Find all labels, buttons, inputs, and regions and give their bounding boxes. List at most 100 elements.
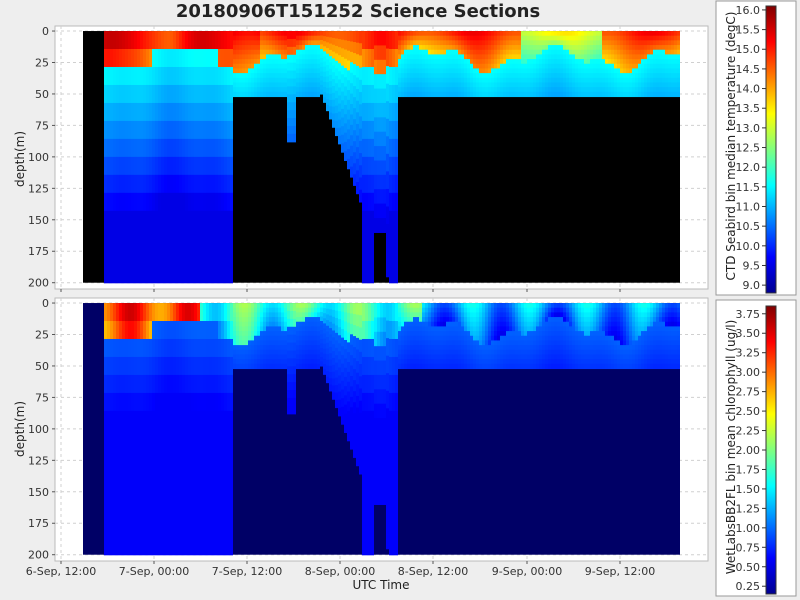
heatmap-cell: [314, 31, 317, 37]
heatmap-cell: [428, 331, 431, 337]
heatmap-cell: [500, 73, 503, 79]
heatmap-cell: [113, 102, 116, 122]
heatmap-cell: [485, 345, 488, 351]
heatmap-cell: [323, 71, 326, 78]
heatmap-cell: [134, 321, 137, 340]
heatmap-cell: [230, 536, 233, 556]
heatmap-cell: [629, 87, 632, 93]
heatmap-cell: [461, 312, 464, 318]
heatmap-cell: [497, 349, 500, 356]
heatmap-cell: [479, 363, 482, 370]
heatmap-cell: [329, 334, 332, 342]
heatmap-cell: [323, 313, 326, 319]
heatmap-cell: [626, 35, 629, 41]
heatmap-cell: [227, 392, 230, 412]
heatmap-cell: [215, 264, 218, 284]
heatmap-cell: [302, 331, 305, 337]
heatmap-cell: [230, 66, 233, 86]
heatmap-cell: [428, 40, 431, 46]
heatmap-cell: [317, 91, 320, 98]
heatmap-cell: [329, 43, 332, 51]
heatmap-cell: [605, 68, 608, 74]
heatmap-cell: [434, 82, 437, 88]
heatmap-cell: [134, 120, 137, 140]
heatmap-cell: [263, 68, 266, 74]
heatmap-cell: [170, 84, 173, 104]
heatmap-cell: [557, 91, 560, 98]
heatmap-cell: [485, 326, 488, 332]
heatmap-cell: [287, 342, 290, 352]
heatmap-cell: [392, 536, 395, 556]
heatmap-cell: [299, 331, 302, 337]
heatmap-cell: [653, 31, 656, 37]
heatmap-cell: [446, 363, 449, 370]
heatmap-cell: [467, 91, 470, 98]
heatmap-cell: [545, 54, 548, 60]
heatmap-cell: [107, 49, 110, 68]
heatmap-cell: [341, 311, 344, 321]
heatmap-cell: [275, 363, 278, 370]
heatmap-cell: [164, 102, 167, 122]
heatmap-cell: [401, 40, 404, 46]
heatmap-cell: [374, 374, 377, 390]
heatmap-cell: [344, 358, 347, 369]
heatmap-cell: [122, 84, 125, 104]
heatmap-cell: [164, 518, 167, 538]
heatmap-cell: [185, 392, 188, 412]
heatmap-cell: [368, 536, 371, 556]
heatmap-cell: [296, 331, 299, 337]
heatmap-cell: [455, 63, 458, 70]
heatmap-cell: [302, 87, 305, 93]
heatmap-cell: [428, 49, 431, 56]
heatmap-cell: [143, 49, 146, 68]
heatmap-cell: [248, 359, 251, 365]
missing-cell: [668, 31, 671, 283]
heatmap-cell: [158, 464, 161, 484]
missing-cell: [647, 31, 650, 283]
heatmap-cell: [245, 354, 248, 360]
heatmap-cell: [221, 246, 224, 266]
heatmap-cell: [506, 321, 509, 328]
heatmap-cell: [416, 359, 419, 365]
heatmap-cell: [233, 335, 236, 342]
heatmap-cell: [410, 312, 413, 318]
heatmap-cell: [350, 313, 353, 325]
heatmap-cell: [464, 312, 467, 318]
heatmap-cell: [218, 102, 221, 122]
heatmap-cell: [326, 65, 329, 72]
heatmap-cell: [116, 210, 119, 230]
heatmap-cell: [608, 59, 611, 65]
heatmap-cell: [314, 91, 317, 98]
heatmap-cell: [611, 59, 614, 65]
heatmap-cell: [425, 321, 428, 328]
heatmap-cell: [668, 91, 671, 98]
heatmap-cell: [392, 518, 395, 538]
heatmap-cell: [341, 303, 344, 313]
heatmap-cell: [368, 356, 371, 376]
heatmap-cell: [659, 35, 662, 41]
missing-cell: [428, 31, 431, 283]
missing-cell: [566, 31, 569, 283]
heatmap-cell: [239, 77, 242, 84]
heatmap-cell: [137, 536, 140, 556]
heatmap-cell: [497, 31, 500, 37]
heatmap-cell: [362, 210, 365, 230]
heatmap-cell: [380, 317, 383, 333]
heatmap-cell: [359, 104, 362, 118]
heatmap-cell: [173, 446, 176, 466]
heatmap-cell: [224, 174, 227, 194]
heatmap-cell: [365, 464, 368, 484]
heatmap-cell: [539, 68, 542, 74]
heatmap-cell: [407, 77, 410, 84]
heatmap-cell: [251, 87, 254, 93]
heatmap-cell: [170, 536, 173, 556]
heatmap-cell: [194, 392, 197, 412]
heatmap-cell: [212, 392, 215, 412]
heatmap-cell: [521, 35, 524, 41]
heatmap-cell: [275, 40, 278, 46]
heatmap-cell: [599, 77, 602, 84]
heatmap-cell: [113, 446, 116, 466]
heatmap-cell: [332, 37, 335, 46]
heatmap-cell: [326, 70, 329, 78]
heatmap-cell: [491, 331, 494, 337]
